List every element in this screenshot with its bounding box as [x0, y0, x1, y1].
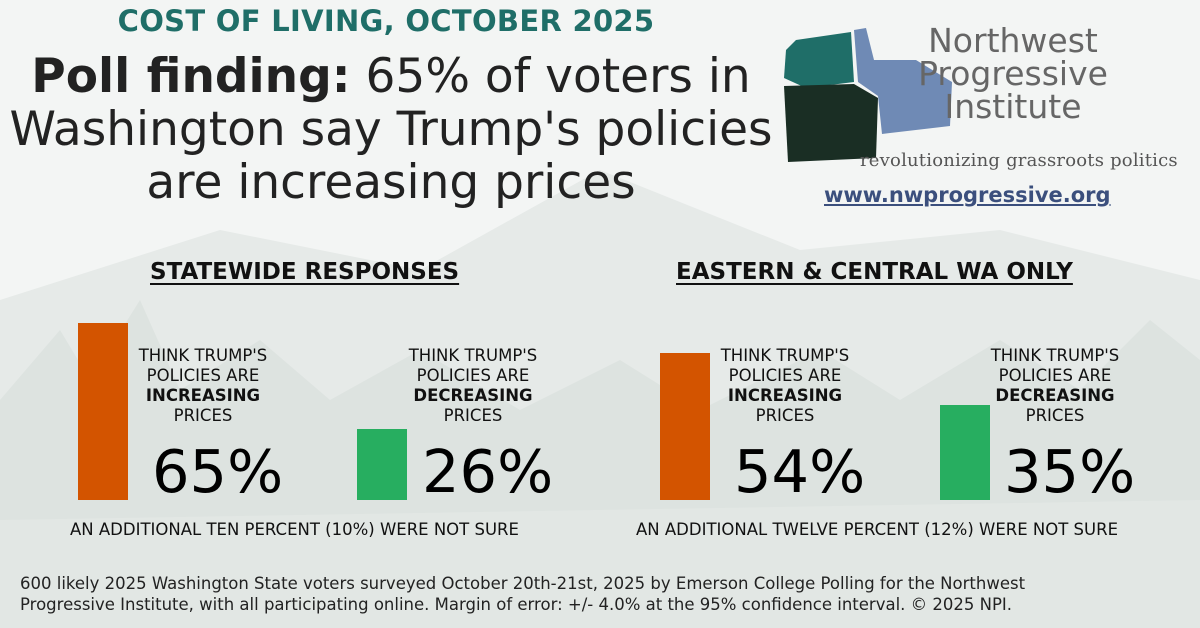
org-name-line2: Progressive: [918, 54, 1108, 93]
headline-bold: Poll finding:: [31, 49, 351, 104]
statewide-note-emphasis: NOT SURE: [433, 520, 519, 539]
category-label-line: POLICIES ARE: [416, 366, 530, 385]
org-name: Northwest Progressive Institute: [878, 24, 1148, 123]
website-link[interactable]: www.nwprogressive.org: [824, 183, 1111, 207]
category-label-line: POLICIES ARE: [146, 366, 260, 385]
washington-shape: [784, 32, 854, 88]
org-name-line3: Institute: [944, 87, 1082, 126]
category-label-line: DECREASING: [413, 386, 533, 405]
value-label: 54%: [734, 437, 866, 506]
category-label-line: POLICIES ARE: [998, 366, 1112, 385]
category-label-line: INCREASING: [727, 386, 843, 405]
northwest-map-logo: [784, 28, 952, 162]
methodology-footer: 600 likely 2025 Washington State voters …: [20, 573, 1180, 615]
eastern-central-section-title: EASTERN & CENTRAL WA ONLY: [676, 259, 1073, 285]
statewide-section-title: STATEWIDE RESPONSES: [150, 259, 460, 285]
category-label-line: THINK TRUMP'S: [720, 346, 850, 365]
headline-rest: 65% of voters in Washington say Trump's …: [9, 49, 773, 210]
eastern-not-sure-note: AN ADDITIONAL TWELVE PERCENT (12%) WERE …: [636, 520, 1118, 539]
bar-statewide-decreasing: [357, 429, 407, 500]
category-label: THINK TRUMP'S POLICIES ARE DECREASING PRICE…: [393, 346, 553, 426]
headline: Poll finding: 65% of voters in Washingto…: [0, 50, 782, 209]
category-label-line: THINK TRUMP'S: [408, 346, 538, 365]
category-label-line: THINK TRUMP'S: [138, 346, 268, 365]
bar-statewide-increasing: [78, 323, 128, 500]
statewide-not-sure-note: AN ADDITIONAL TEN PERCENT (10%) WERE NOT…: [70, 520, 519, 539]
category-label: THINK TRUMP'S POLICIES ARE INCREASING PRICE…: [705, 346, 865, 426]
bar-charts: THINK TRUMP'S POLICIES ARE INCREASING PRICE…: [0, 300, 1200, 515]
kicker-title: COST OF LIVING, OCTOBER 2025: [117, 4, 655, 38]
category-label: THINK TRUMP'S POLICIES ARE INCREASING PRICE…: [123, 346, 283, 426]
value-label: 35%: [1004, 437, 1136, 506]
category-label-line: PRICES: [1025, 406, 1085, 425]
category-label: THINK TRUMP'S POLICIES ARE DECREASING PRICE…: [975, 346, 1135, 426]
eastern-note-prefix: AN ADDITIONAL TWELVE PERCENT (12%) WERE: [636, 520, 1033, 539]
oregon-shape: [784, 84, 878, 162]
category-label-line: PRICES: [755, 406, 815, 425]
bar-eastern-increasing: [660, 353, 710, 500]
value-label: 65%: [152, 437, 284, 506]
category-label-line: POLICIES ARE: [728, 366, 842, 385]
org-name-line1: Northwest: [928, 21, 1098, 60]
category-label-line: PRICES: [443, 406, 503, 425]
category-label-line: THINK TRUMP'S: [990, 346, 1120, 365]
bar-eastern-decreasing: [940, 404, 990, 500]
statewide-note-prefix: AN ADDITIONAL TEN PERCENT (10%) WERE: [70, 520, 434, 539]
category-label-line: PRICES: [173, 406, 233, 425]
tagline: revolutionizing grassroots politics: [860, 150, 1178, 171]
footer-line1: 600 likely 2025 Washington State voters …: [20, 574, 1026, 593]
eastern-note-emphasis: NOT SURE: [1032, 520, 1119, 539]
category-label-line: DECREASING: [995, 386, 1115, 405]
footer-line2: Progressive Institute, with all particip…: [20, 595, 1013, 614]
category-label-line: INCREASING: [145, 386, 261, 405]
value-label: 26%: [422, 437, 554, 506]
idaho-shape: [854, 28, 952, 134]
